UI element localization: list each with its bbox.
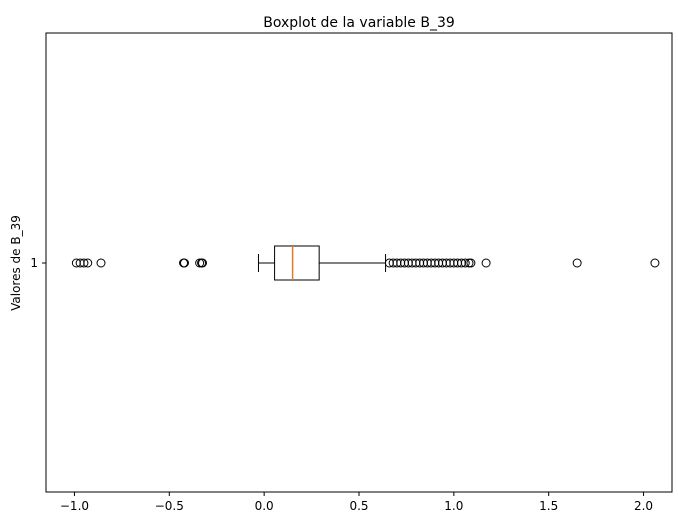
outlier-points bbox=[71, 258, 660, 268]
x-tick-label: 0.0 bbox=[255, 499, 274, 513]
x-tick-label: 2.0 bbox=[634, 499, 653, 513]
x-tick-label: −1.0 bbox=[60, 499, 89, 513]
y-axis: 1 bbox=[30, 256, 46, 270]
outlier-point bbox=[198, 258, 207, 268]
x-tick-label: 1.0 bbox=[444, 499, 463, 513]
box-group bbox=[257, 245, 387, 281]
chart-title: Boxplot de la variable B_39 bbox=[263, 15, 455, 31]
outlier-point bbox=[96, 258, 106, 268]
y-tick-label: 1 bbox=[30, 256, 38, 270]
outlier-point bbox=[650, 258, 660, 268]
iqr-box bbox=[274, 245, 320, 281]
y-axis-label: Valores de B_39 bbox=[9, 215, 23, 311]
x-tick-label: −0.5 bbox=[155, 499, 184, 513]
x-tick-label: 1.5 bbox=[539, 499, 558, 513]
outlier-point bbox=[466, 258, 476, 268]
outlier-point bbox=[83, 258, 93, 268]
outlier-point bbox=[179, 258, 189, 268]
outlier-point bbox=[572, 258, 582, 268]
x-axis: −1.0 −0.5 0.0 0.5 1.0 1.5 2.0 bbox=[60, 492, 653, 513]
outlier-point bbox=[481, 258, 491, 268]
outlier-point bbox=[79, 258, 89, 268]
outlier-point bbox=[460, 258, 470, 268]
x-tick-label: 0.5 bbox=[349, 499, 368, 513]
